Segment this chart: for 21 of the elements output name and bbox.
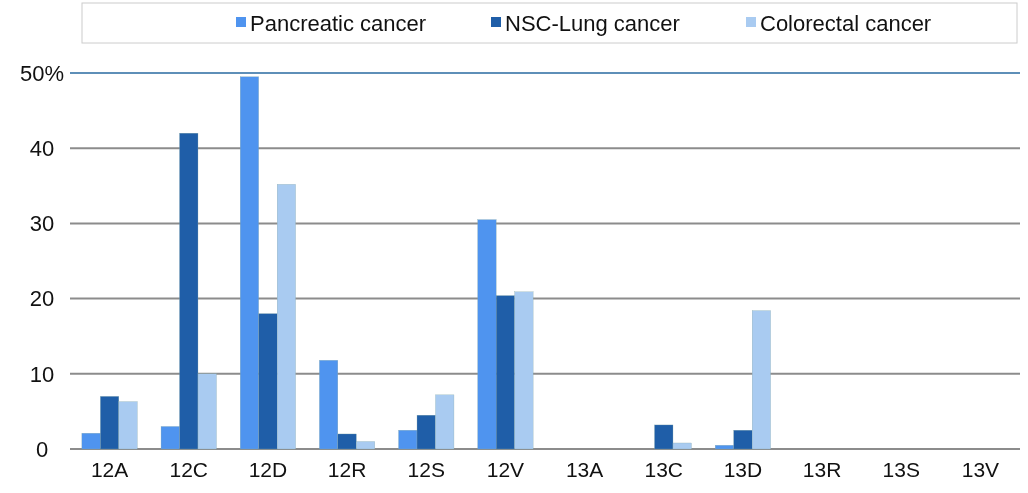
y-tick-label: 40 — [29, 135, 55, 161]
x-tick-label: 12S — [407, 458, 445, 481]
y-tick-label: 30 — [29, 211, 55, 237]
x-tick-label: 13D — [723, 458, 763, 481]
x-tick-label: 12D — [248, 458, 288, 481]
x-tick-label: 13V — [961, 458, 1000, 481]
y-tick-label: 10 — [29, 361, 55, 387]
x-tick-label: 13C — [644, 458, 684, 481]
x-tick-label: 13A — [565, 458, 604, 481]
x-tick-label: 12C — [169, 458, 209, 481]
x-tick-label: 12V — [486, 458, 525, 481]
legend-label: NSC-Lung cancer — [505, 10, 680, 36]
y-tick-label: 0 — [35, 436, 49, 462]
legend-label: Colorectal cancer — [760, 10, 932, 36]
y-tick-label: 20 — [29, 286, 55, 312]
x-tick-label: 12R — [327, 458, 367, 481]
x-tick-label: 13R — [802, 458, 842, 481]
y-tick-label: 50% — [19, 60, 65, 86]
x-tick-label: 12A — [90, 458, 129, 481]
x-tick-label: 13S — [882, 458, 920, 481]
legend-label: Pancreatic cancer — [250, 10, 427, 36]
